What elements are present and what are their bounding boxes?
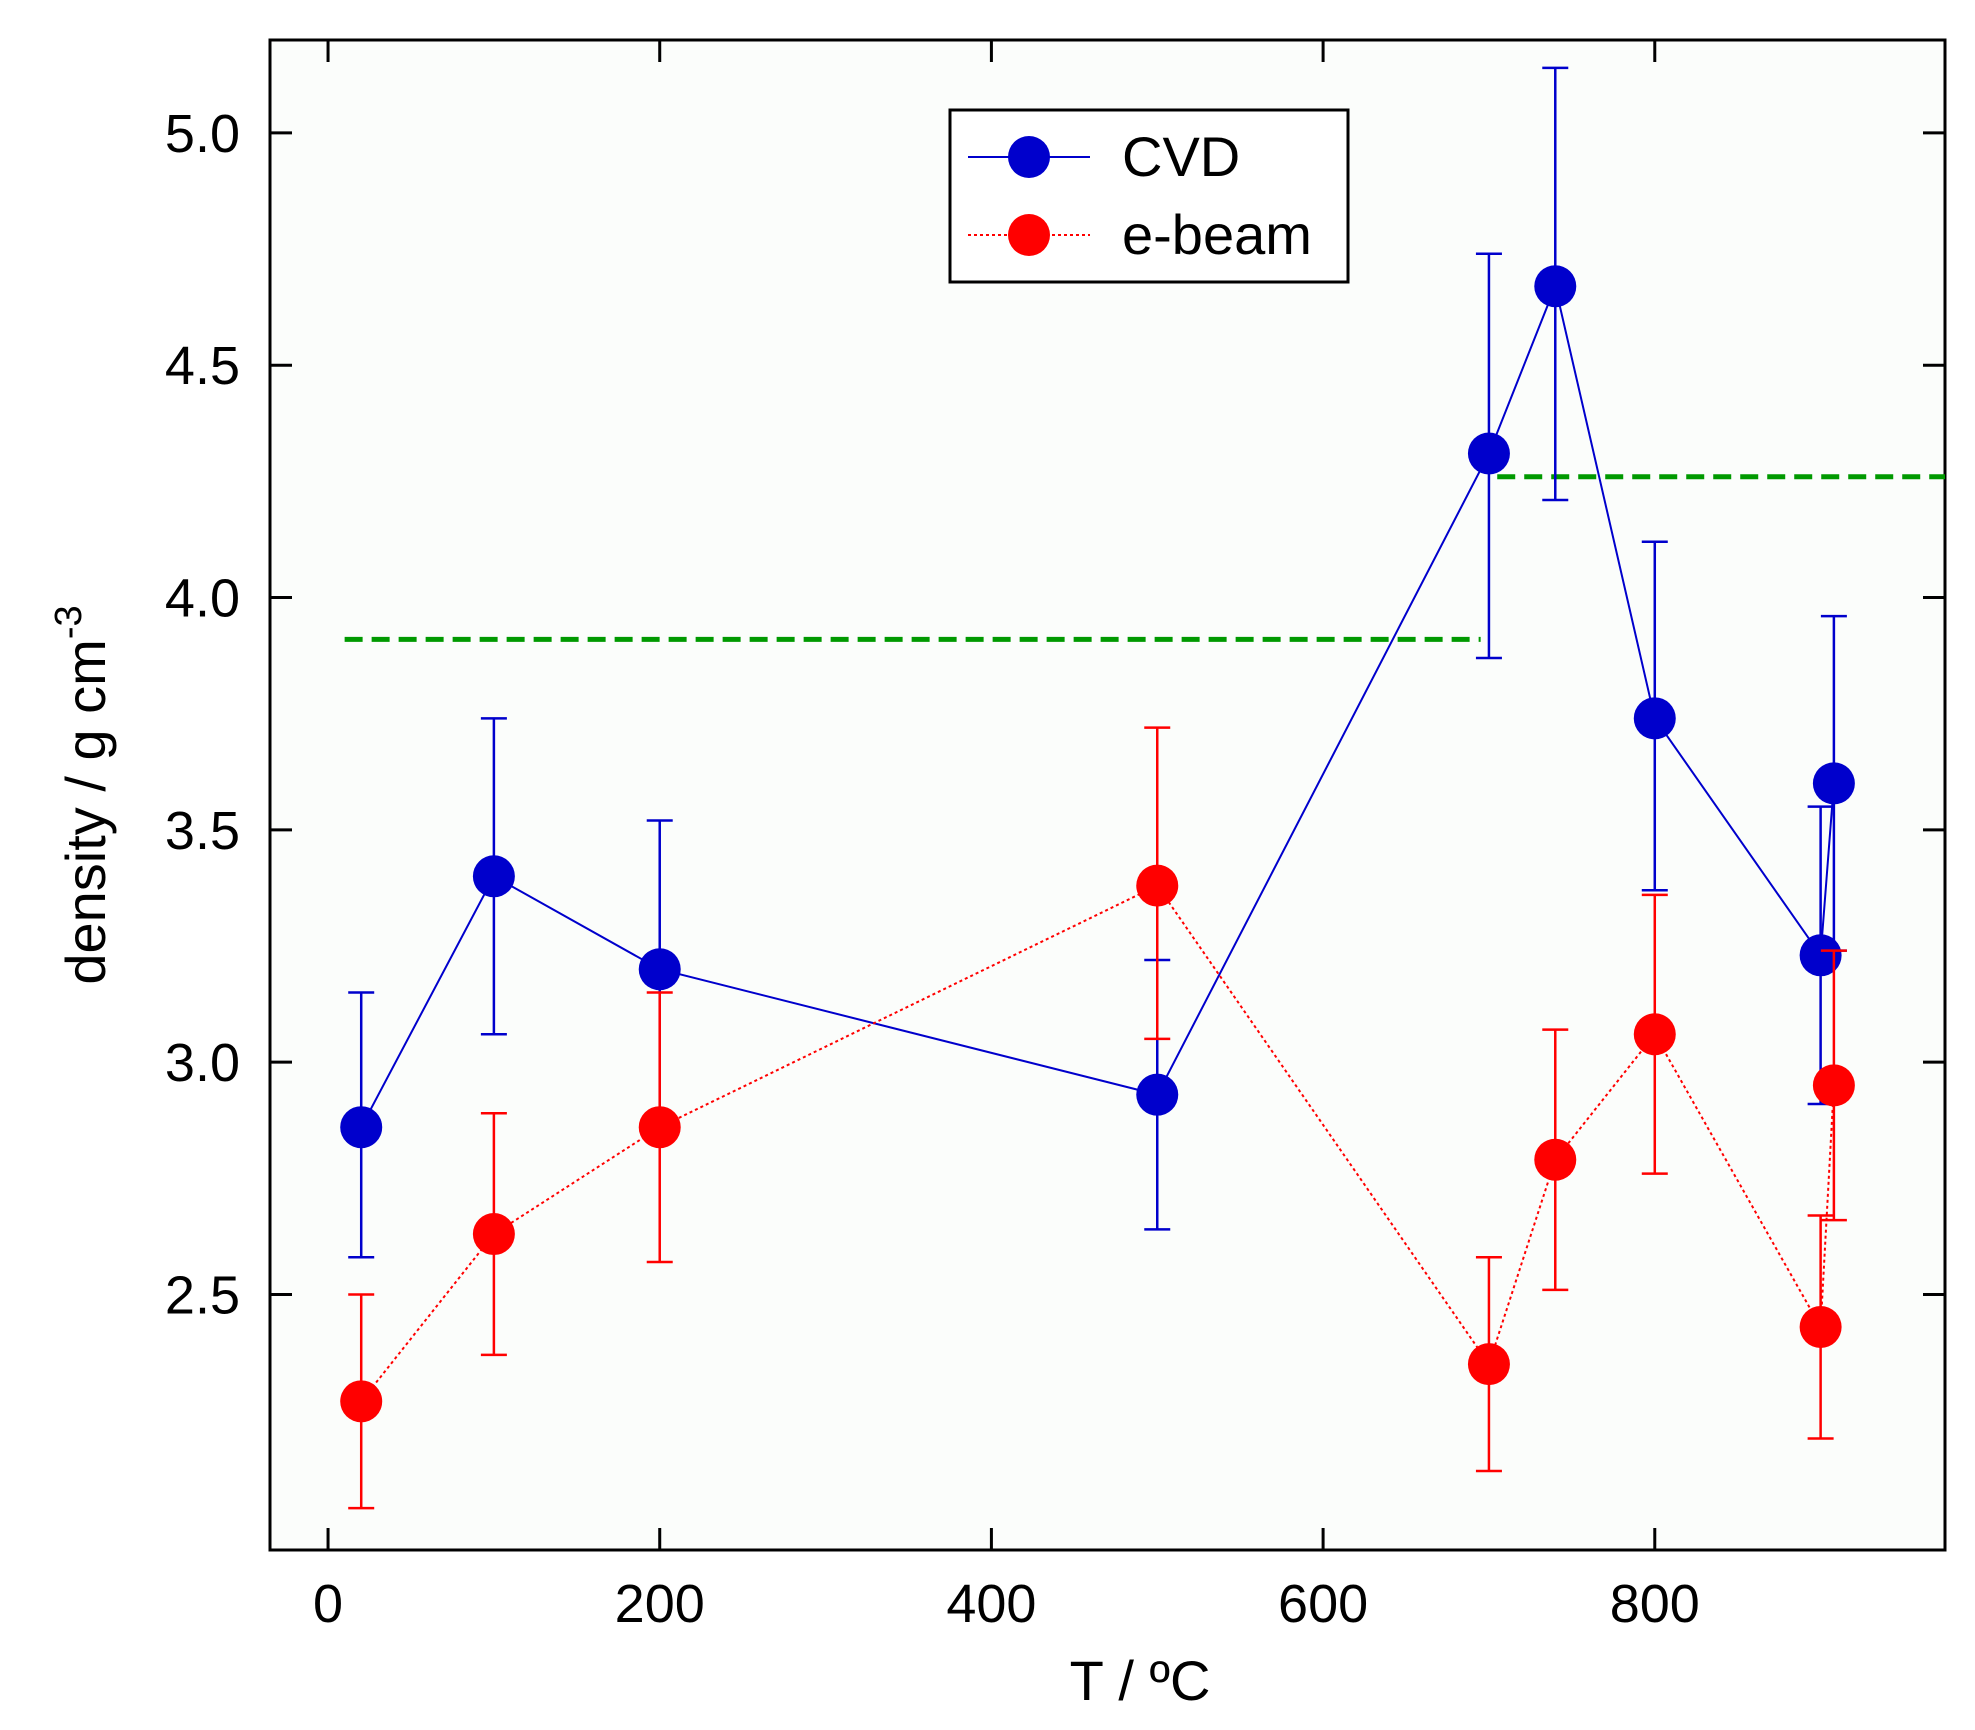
y-axis-label-group: density / g cm-3 (48, 605, 117, 984)
axis-ticks: 0 200 400 600 800 2.5 3.0 3.5 4.0 4.5 5.0 (165, 40, 1945, 1634)
y-tick-label: 5.0 (165, 104, 240, 164)
series-ebeam-point (1799, 1305, 1842, 1348)
series-ebeam-point (638, 1106, 681, 1149)
x-tick-label: 600 (1278, 1574, 1368, 1634)
series-ebeam-point (1136, 864, 1179, 907)
series-cvd (340, 66, 1855, 1259)
series-ebeam-point (472, 1213, 515, 1256)
series-cvd-point (1799, 934, 1842, 977)
legend-cvd-label: CVD (1122, 125, 1240, 188)
series-ebeam-point (1467, 1343, 1510, 1386)
series-cvd-point (1812, 762, 1855, 805)
series-cvd-point (1467, 432, 1510, 475)
series-cvd-point (1136, 1073, 1179, 1116)
plot-frame (268, 38, 1947, 1552)
y-tick-label: 2.5 (165, 1265, 240, 1325)
series-cvd-point (340, 1106, 383, 1149)
y-tick-label: 4.0 (165, 569, 240, 629)
series-ebeam-point (1812, 1064, 1855, 1107)
series-ebeam (340, 726, 1855, 1510)
series-cvd-point (1534, 265, 1577, 308)
series-ebeam-point (340, 1380, 383, 1423)
series-ebeam-point (1534, 1138, 1577, 1181)
legend-ebeam-marker (1008, 214, 1050, 256)
legend-cvd-marker (1008, 136, 1050, 178)
x-axis-label: T / ºC (1070, 1649, 1211, 1712)
y-tick-label: 3.5 (165, 801, 240, 861)
x-tick-label: 200 (615, 1574, 705, 1634)
legend-ebeam-label: e-beam (1122, 203, 1312, 266)
series-cvd-point (638, 948, 681, 991)
series-cvd-point (1633, 697, 1676, 740)
legend-box (948, 108, 1350, 284)
reference-lines (344, 474, 1945, 642)
y-tick-label: 3.0 (165, 1033, 240, 1093)
y-tick-label: 4.5 (165, 336, 240, 396)
series-ebeam-point (1633, 1013, 1676, 1056)
x-tick-label: 0 (313, 1574, 343, 1634)
legend: CVD e-beam (948, 108, 1350, 284)
y-axis-label: density / g cm-3 (48, 605, 117, 984)
series-cvd-point (472, 855, 515, 898)
series-layer (340, 66, 1855, 1510)
x-tick-label: 800 (1610, 1574, 1700, 1634)
x-tick-label: 400 (946, 1574, 1036, 1634)
